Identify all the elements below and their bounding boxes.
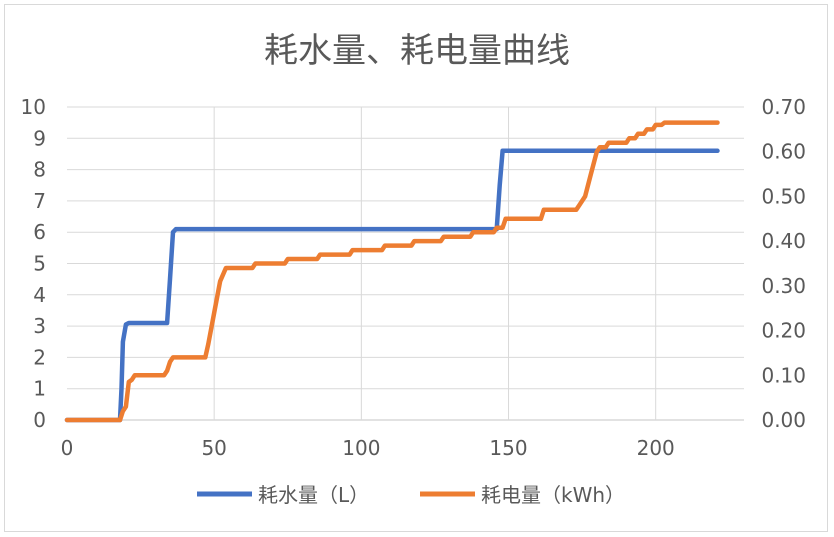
- left-tick-label: 4: [33, 283, 46, 307]
- chart-frame: [4, 4, 828, 532]
- left-tick-label: 0: [33, 408, 46, 432]
- left-tick-label: 8: [33, 158, 46, 182]
- right-tick-label: 0.10: [761, 363, 806, 387]
- right-tick-label: 0.70: [761, 95, 806, 119]
- right-tick-label: 0.30: [761, 274, 806, 298]
- gridlines: [67, 106, 744, 421]
- left-tick-label: 2: [33, 345, 46, 369]
- chart-title: 耗水量、耗电量曲线: [264, 31, 570, 71]
- legend-label-1: 耗水量（L）: [258, 483, 369, 507]
- left-axis: 0 1 2 3 4 5 6 7 8 9 10: [21, 95, 46, 432]
- right-tick-label: 0.20: [761, 319, 806, 343]
- x-tick-label: 150: [489, 436, 527, 460]
- x-tick-label: 200: [637, 436, 675, 460]
- left-tick-label: 3: [33, 314, 46, 338]
- series-line-1: [64, 148, 720, 423]
- x-tick-label: 50: [201, 436, 226, 460]
- x-tick-label: 0: [61, 436, 74, 460]
- left-tick-label: 5: [33, 252, 46, 276]
- right-tick-label: 0.00: [761, 408, 806, 432]
- series-line-2: [64, 120, 720, 423]
- right-axis: 0.00 0.10 0.20 0.30 0.40 0.50 0.60 0.70: [761, 95, 806, 432]
- series-layer: [64, 120, 720, 423]
- x-axis: 0 50 100 150 200: [61, 436, 675, 460]
- right-tick-label: 0.50: [761, 184, 806, 208]
- left-tick-label: 10: [21, 95, 46, 119]
- left-tick-label: 7: [33, 189, 46, 213]
- left-tick-label: 6: [33, 220, 46, 244]
- legend: 耗水量（L） 耗电量（kWh）: [197, 483, 625, 507]
- right-tick-label: 0.40: [761, 229, 806, 253]
- left-tick-label: 1: [33, 377, 46, 401]
- left-tick-label: 9: [33, 126, 46, 150]
- x-tick-label: 100: [342, 436, 380, 460]
- legend-label-2: 耗电量（kWh）: [481, 483, 625, 507]
- right-tick-label: 0.60: [761, 140, 806, 164]
